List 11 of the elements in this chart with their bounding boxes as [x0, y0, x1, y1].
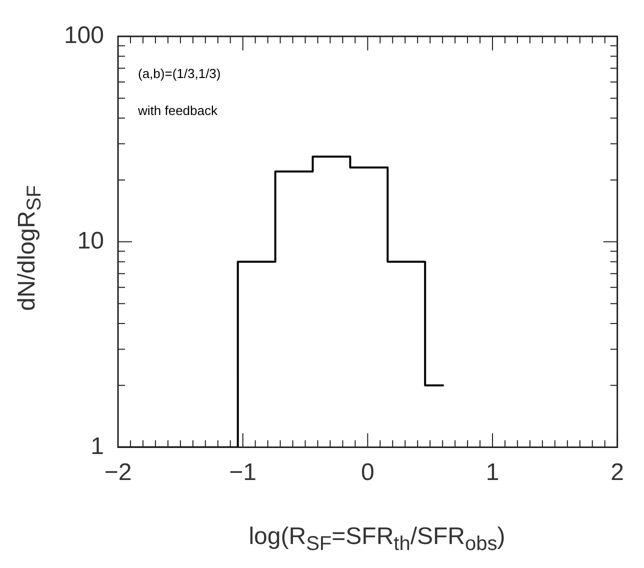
- annotation: with feedback: [137, 102, 218, 118]
- y-tick-label: 1: [90, 432, 104, 460]
- annotation: (a,b)=(1/3,1/3): [138, 66, 221, 81]
- y-tick-label: 100: [64, 22, 104, 50]
- x-tick-label: 2: [610, 459, 624, 486]
- x-tick-label: 0: [360, 459, 374, 486]
- x-tick-label: −2: [104, 459, 132, 486]
- y-tick-label: 10: [77, 227, 104, 254]
- x-tick-label: −1: [229, 459, 257, 486]
- x-axis-title: log(R$_{SF}$=SFR$_{th}$/SFR$_{obs}$): [248, 523, 506, 556]
- x-tick-label: 1: [486, 459, 500, 486]
